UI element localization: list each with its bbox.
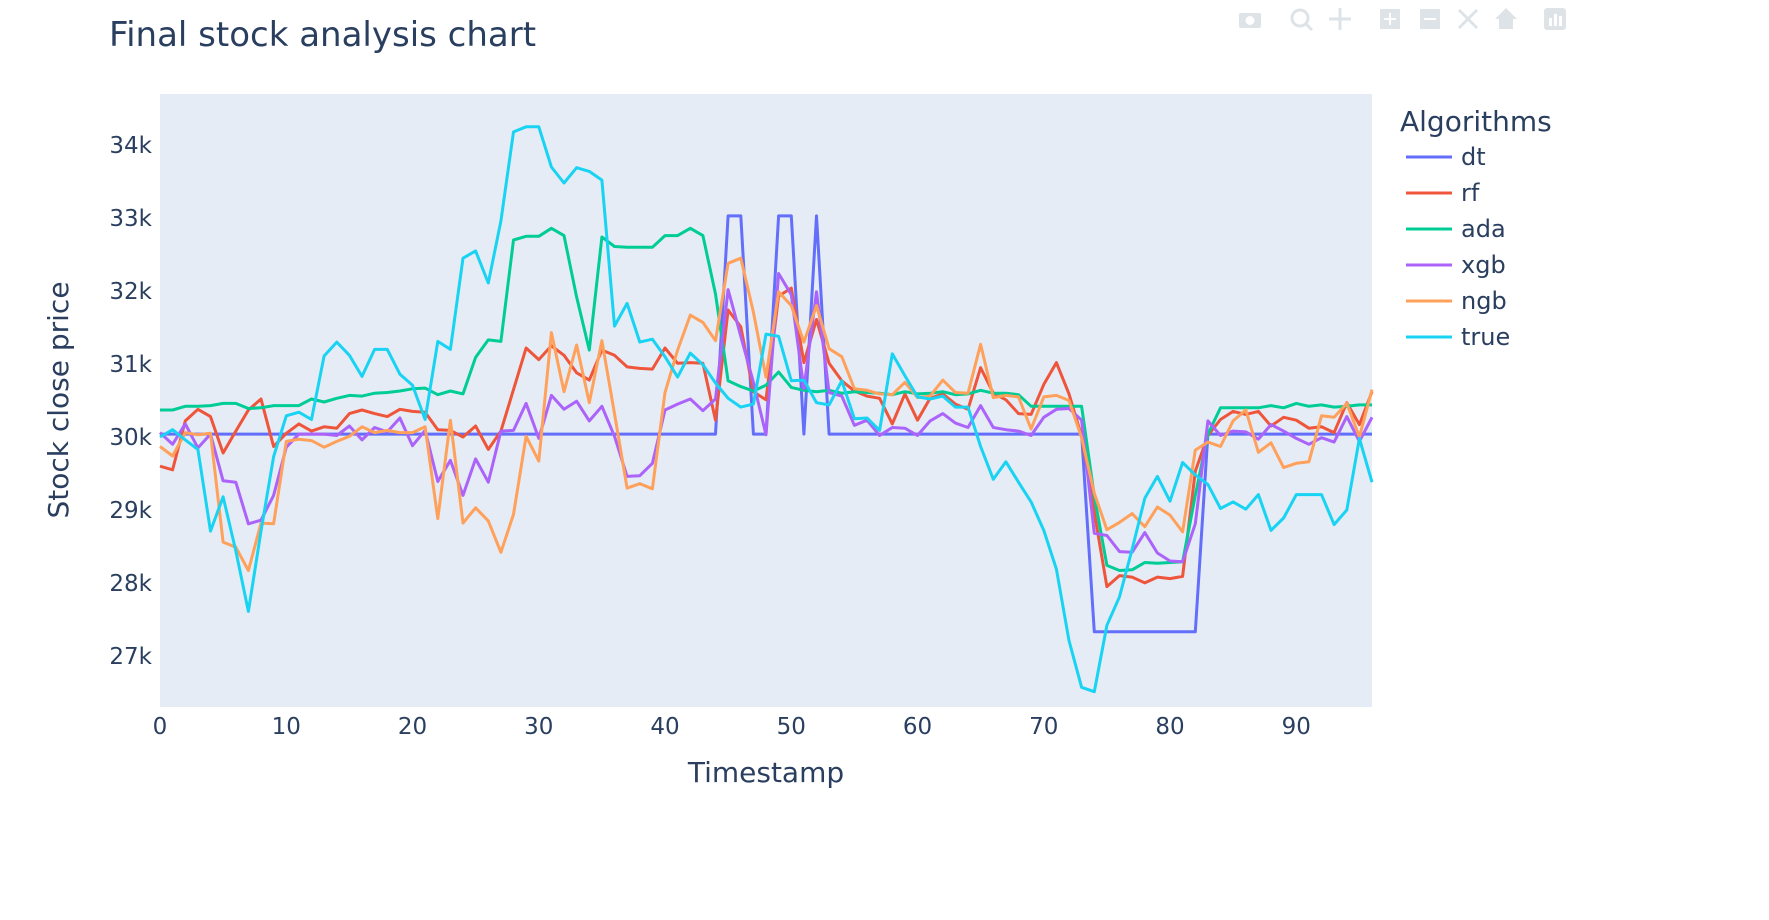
- zoom-out-icon[interactable]: [1420, 9, 1440, 29]
- legend-item-ngb[interactable]: ngb: [1406, 287, 1507, 315]
- autoscale-icon[interactable]: [1457, 8, 1479, 30]
- legend-item-rf[interactable]: rf: [1406, 179, 1480, 207]
- series-line-ngb[interactable]: [159, 256, 1374, 572]
- x-axis-ticks: 0 10 20 30 40 50 60 70 80 90: [153, 714, 1311, 740]
- x-tick-label: 30: [524, 714, 553, 740]
- series-lines: [158, 125, 1374, 694]
- legend-label: dt: [1461, 143, 1486, 171]
- series-line-rf[interactable]: [159, 286, 1374, 589]
- x-tick-label: 20: [398, 714, 427, 740]
- y-tick-label: 31k: [109, 352, 152, 378]
- legend-item-dt[interactable]: dt: [1406, 143, 1486, 171]
- y-tick-label: 28k: [109, 571, 152, 597]
- y-tick-label: 34k: [109, 133, 152, 159]
- legend-label: rf: [1461, 179, 1480, 207]
- series-line-xgb[interactable]: [158, 272, 1374, 564]
- x-axis-title: Timestamp: [687, 756, 844, 789]
- x-tick-label: 90: [1282, 714, 1311, 740]
- legend-label: xgb: [1461, 251, 1506, 279]
- legend: Algorithms dt rf ada xgb ngb true: [1400, 105, 1552, 351]
- y-tick-label: 32k: [109, 279, 152, 305]
- chart-title: Final stock analysis chart: [109, 15, 536, 55]
- x-tick-label: 10: [272, 714, 301, 740]
- x-tick-label: 50: [777, 714, 806, 740]
- legend-label: true: [1461, 323, 1510, 351]
- camera-icon[interactable]: [1239, 13, 1261, 28]
- y-axis-ticks: 27k 28k 29k 30k 31k 32k 33k 34k: [109, 133, 152, 670]
- pan-icon[interactable]: [1329, 8, 1351, 30]
- series-line-true[interactable]: [159, 125, 1374, 694]
- legend-items: dt rf ada xgb ngb true: [1406, 143, 1510, 351]
- modebar: [1239, 8, 1566, 32]
- x-tick-label: 70: [1029, 714, 1058, 740]
- y-tick-label: 33k: [109, 206, 152, 232]
- legend-item-xgb[interactable]: xgb: [1406, 251, 1506, 279]
- legend-label: ngb: [1461, 287, 1507, 315]
- plotly-logo-icon[interactable]: [1544, 8, 1566, 30]
- legend-item-true[interactable]: true: [1406, 323, 1510, 351]
- y-tick-label: 27k: [109, 644, 152, 670]
- y-tick-label: 30k: [109, 425, 152, 451]
- y-axis-title: Stock close price: [42, 281, 75, 518]
- x-tick-label: 0: [153, 714, 168, 740]
- legend-label: ada: [1461, 215, 1506, 243]
- x-tick-label: 80: [1155, 714, 1184, 740]
- zoom-icon[interactable]: [1290, 8, 1314, 32]
- legend-item-ada[interactable]: ada: [1406, 215, 1506, 243]
- x-tick-label: 60: [903, 714, 932, 740]
- legend-title: Algorithms: [1400, 105, 1552, 138]
- y-tick-label: 29k: [109, 498, 152, 524]
- x-tick-label: 40: [650, 714, 679, 740]
- zoom-in-icon[interactable]: [1380, 9, 1400, 29]
- home-icon[interactable]: [1495, 8, 1517, 29]
